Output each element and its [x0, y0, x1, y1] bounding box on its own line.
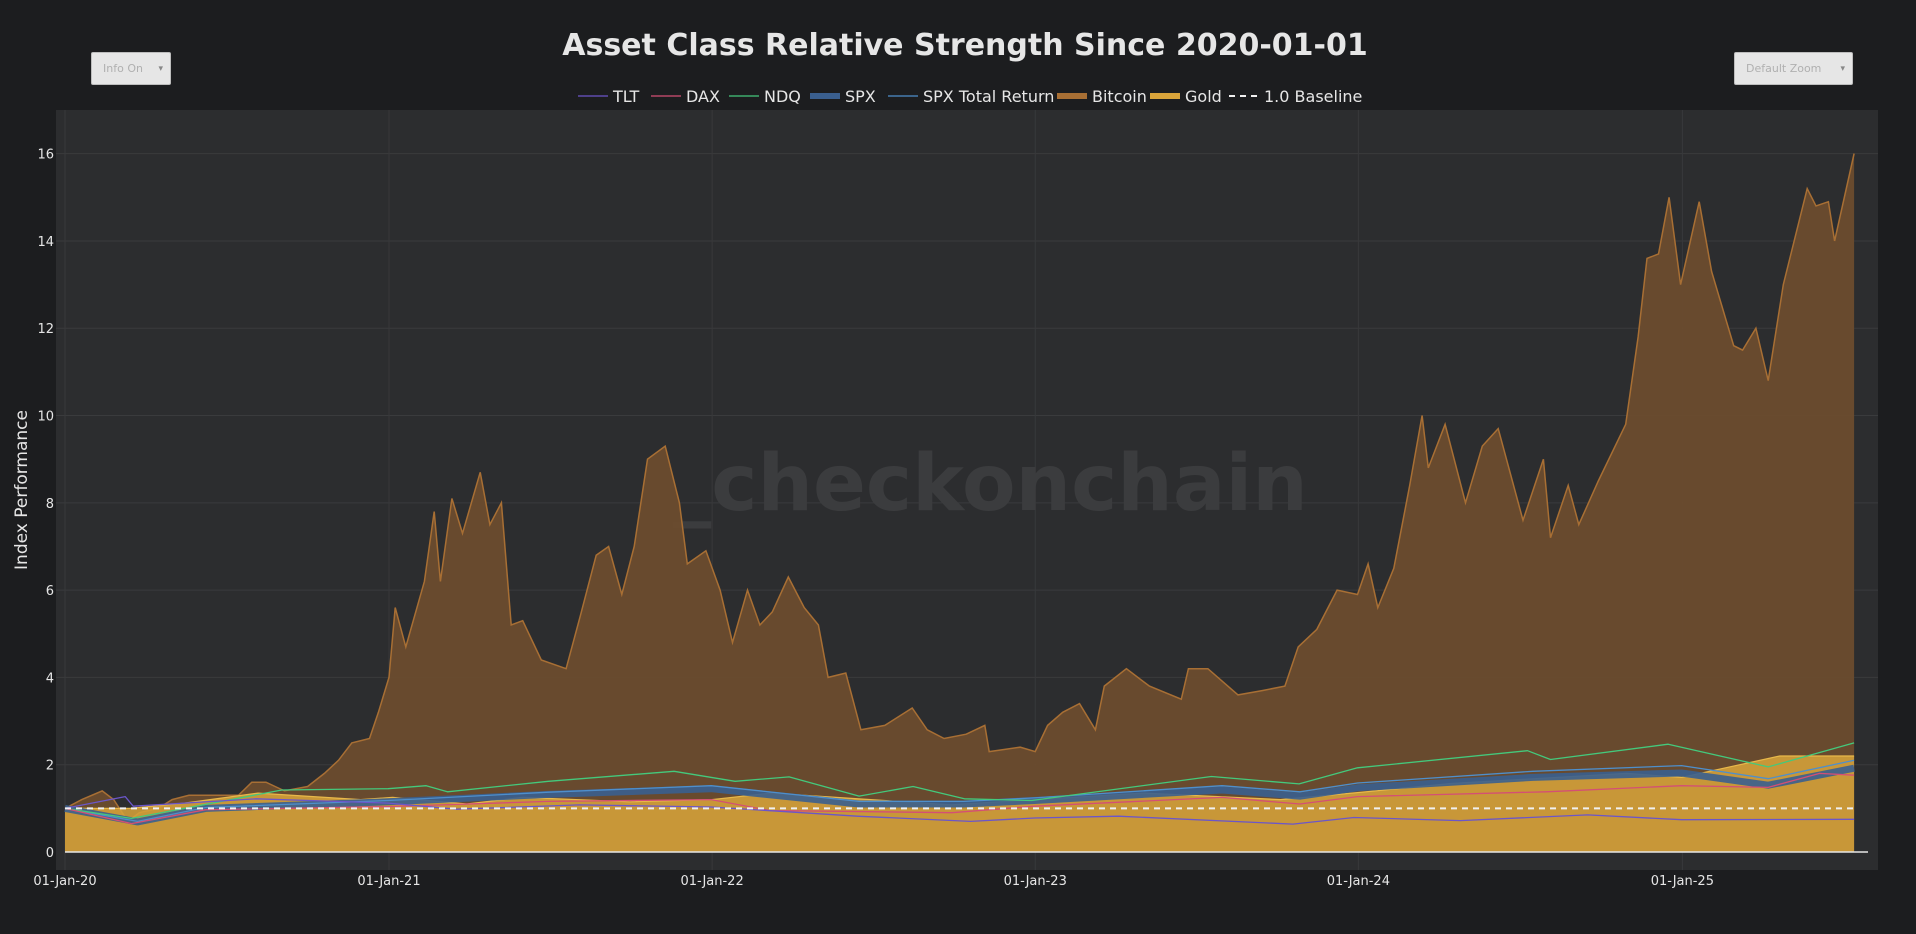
legend-label: TLT: [612, 87, 639, 106]
legend-label: Gold: [1185, 87, 1222, 106]
axes: 0 2 4 6 8 10 12 14 16 01-Jan-20 01-Jan-21 01-Jan-22…: [33, 148, 1868, 889]
y-tick-label: 0: [46, 846, 54, 861]
series-tlt-line: [64, 795, 1855, 825]
y-axis-label: Index Performance: [12, 410, 32, 570]
series-ndq-line: [64, 742, 1855, 820]
legend-item-bitcoin: Bitcoin: [1057, 87, 1147, 106]
legend-item-dax: DAX: [651, 87, 720, 106]
series-bitcoin-line: [64, 153, 1855, 823]
x-tick-label: 01-Jan-21: [357, 874, 420, 889]
info-toggle-dropdown[interactable]: Info On ▾: [91, 52, 171, 85]
legend-item-spx-total-return: SPX Total Return: [888, 87, 1054, 106]
series-bitcoin-area: [65, 153, 1855, 853]
chevron-down-icon: ▾: [1840, 63, 1845, 74]
x-tick-label: 01-Jan-23: [1004, 874, 1067, 889]
y-tick-label: 16: [37, 148, 54, 163]
chart-title: Asset Class Relative Strength Since 2020…: [562, 28, 1368, 63]
zoom-dropdown-label: Default Zoom: [1746, 62, 1822, 75]
legend-item-spx: SPX: [810, 87, 876, 106]
x-tick-label: 01-Jan-25: [1651, 874, 1714, 889]
legend-item-tlt: TLT: [578, 87, 639, 106]
info-toggle-label: Info On: [103, 62, 143, 75]
series-dax-line: [64, 772, 1855, 825]
series-spx-line: [64, 764, 1855, 826]
y-tick-label: 8: [46, 497, 54, 512]
y-tick-label: 12: [37, 322, 54, 337]
y-tick-label: 14: [37, 235, 54, 250]
x-tick-label: 01-Jan-24: [1327, 874, 1390, 889]
series-gold-area: [65, 756, 1855, 852]
zoom-dropdown[interactable]: Default Zoom ▾: [1734, 52, 1853, 85]
x-tick-label: 01-Jan-20: [33, 874, 96, 889]
y-tick-label: 2: [46, 759, 54, 774]
series-layer: [64, 153, 1855, 853]
legend-label: SPX: [845, 87, 876, 106]
legend-label: NDQ: [764, 87, 801, 106]
y-tick-label: 6: [46, 584, 54, 599]
legend-item-ndq: NDQ: [729, 87, 801, 106]
chevron-down-icon: ▾: [158, 63, 163, 74]
x-tick-label: 01-Jan-22: [681, 874, 744, 889]
legend-label: 1.0 Baseline: [1264, 87, 1362, 106]
legend-item-1-0-baseline: 1.0 Baseline: [1229, 87, 1362, 106]
legend-label: DAX: [686, 87, 720, 106]
legend-label: Bitcoin: [1092, 87, 1147, 106]
legend: TLT DAX NDQ SPX SPX Total Return Bitcoin Gold 1…: [578, 87, 1362, 106]
legend-label: SPX Total Return: [923, 87, 1054, 106]
y-tick-label: 4: [46, 671, 54, 686]
legend-item-gold: Gold: [1150, 87, 1222, 106]
watermark: _checkonchain: [672, 439, 1307, 529]
y-tick-label: 10: [37, 410, 54, 425]
